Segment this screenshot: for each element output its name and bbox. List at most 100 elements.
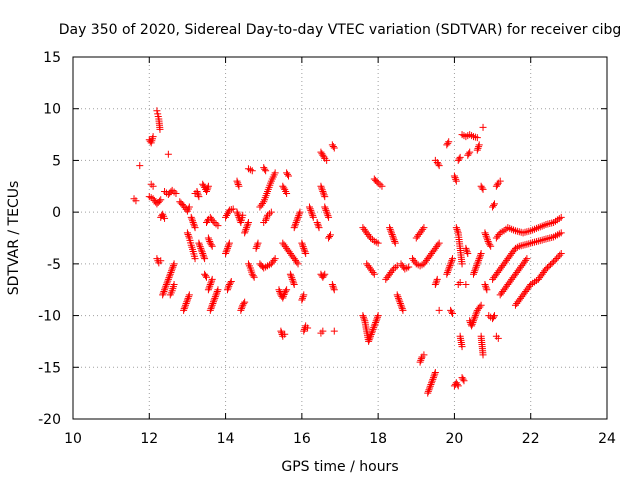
x-tick-label: 16 — [293, 431, 311, 447]
data-point — [394, 293, 402, 301]
data-point — [237, 306, 245, 314]
data-point — [396, 298, 404, 306]
data-point — [366, 334, 374, 342]
data-point — [479, 185, 487, 193]
data-point — [182, 301, 190, 309]
data-point — [252, 244, 260, 252]
data-point — [428, 377, 436, 385]
data-point — [280, 291, 288, 299]
data-point — [374, 312, 382, 320]
data-point — [254, 239, 262, 247]
data-point — [291, 222, 299, 230]
data-point — [314, 220, 322, 228]
data-point — [195, 193, 203, 201]
data-point — [417, 355, 425, 363]
data-point — [430, 372, 438, 380]
data-point — [445, 263, 453, 271]
data-point — [397, 301, 405, 309]
data-point — [305, 203, 313, 211]
data-point — [203, 187, 210, 195]
data-point — [428, 379, 436, 387]
data-point — [243, 222, 251, 230]
data-point — [469, 318, 477, 326]
data-point — [204, 184, 212, 192]
y-tick-label: -20 — [38, 412, 61, 428]
data-point — [473, 146, 481, 154]
data-point — [471, 265, 479, 273]
data-point — [550, 258, 558, 266]
data-point — [136, 162, 144, 170]
data-point — [242, 225, 250, 233]
data-point — [201, 255, 209, 263]
data-point — [271, 255, 279, 263]
data-point — [434, 160, 442, 168]
data-point — [309, 212, 317, 220]
data-point — [325, 213, 333, 221]
data-point — [374, 239, 382, 247]
data-point — [200, 253, 208, 261]
data-point — [323, 208, 331, 216]
data-point — [396, 300, 404, 308]
data-point — [225, 241, 233, 249]
data-point — [395, 296, 403, 304]
data-point — [399, 306, 407, 314]
data-point — [471, 313, 479, 321]
data-point — [420, 224, 428, 232]
data-point — [370, 270, 378, 278]
data-point — [470, 315, 478, 323]
data-point — [280, 184, 288, 192]
data-point — [455, 155, 463, 163]
data-point — [207, 241, 215, 249]
data-point — [365, 336, 373, 344]
data-point — [319, 187, 327, 195]
data-point — [167, 268, 175, 276]
data-point — [300, 291, 308, 299]
data-point — [198, 248, 206, 256]
data-point — [213, 289, 221, 297]
data-point — [483, 234, 491, 242]
data-point — [234, 179, 242, 187]
data-point — [267, 208, 275, 216]
data-point — [168, 265, 176, 273]
data-point — [299, 243, 307, 251]
data-point — [319, 189, 327, 197]
data-point — [391, 239, 399, 247]
data-point — [149, 182, 157, 190]
data-point — [181, 303, 189, 311]
data-point — [222, 250, 230, 258]
data-point — [433, 277, 441, 285]
data-point — [553, 254, 561, 262]
grid — [73, 57, 607, 419]
data-point — [253, 241, 261, 249]
data-point — [307, 208, 315, 216]
data-point — [476, 253, 484, 261]
data-point — [183, 298, 191, 306]
data-point — [463, 248, 471, 256]
data-point — [301, 248, 309, 256]
data-point — [223, 244, 231, 252]
data-point — [153, 107, 161, 115]
data-point — [451, 174, 459, 182]
data-point — [330, 284, 338, 292]
data-point — [323, 210, 331, 218]
data-point — [162, 281, 170, 289]
data-point — [249, 272, 257, 280]
data-point — [490, 313, 498, 321]
data-point — [426, 382, 434, 390]
data-point — [475, 141, 483, 149]
data-point — [292, 218, 300, 226]
data-point — [169, 263, 177, 271]
data-point — [224, 243, 232, 251]
data-point — [462, 281, 470, 289]
data-point — [161, 214, 169, 222]
data-point — [300, 246, 308, 254]
plot-frame — [72, 56, 608, 420]
data-point — [374, 313, 382, 321]
data-point — [329, 142, 337, 150]
data-point — [180, 306, 188, 314]
data-point — [227, 277, 235, 285]
data-point — [194, 191, 202, 199]
data-point — [445, 138, 453, 146]
data-point — [237, 305, 245, 313]
